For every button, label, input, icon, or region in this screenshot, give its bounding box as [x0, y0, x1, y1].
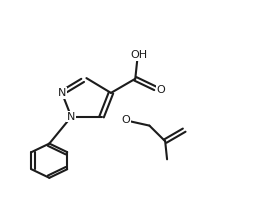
Text: O: O [121, 115, 130, 125]
Text: N: N [58, 88, 66, 98]
Text: OH: OH [130, 50, 147, 60]
Text: O: O [157, 85, 165, 95]
Text: N: N [67, 112, 75, 122]
